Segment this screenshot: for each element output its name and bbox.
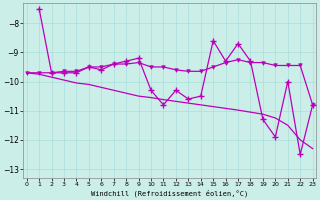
X-axis label: Windchill (Refroidissement éolien,°C): Windchill (Refroidissement éolien,°C) bbox=[91, 190, 248, 197]
